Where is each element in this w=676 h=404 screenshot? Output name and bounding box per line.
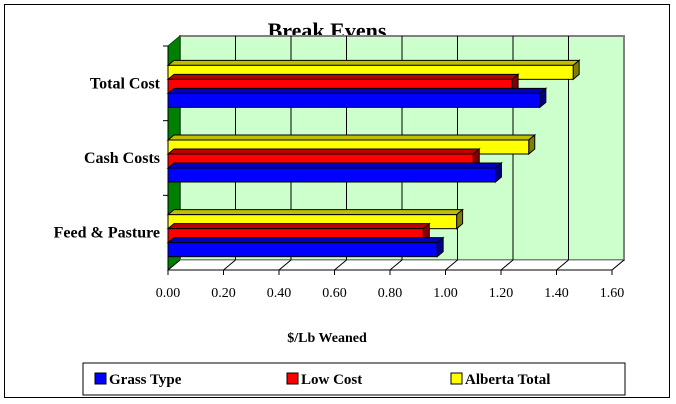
category-label: Cash Costs <box>84 150 160 167</box>
category-label: Feed & Pasture <box>54 225 160 242</box>
x-tick-label: 1.20 <box>489 286 514 301</box>
category-label: Total Cost <box>90 75 161 92</box>
x-tick-label: 0.60 <box>322 286 347 301</box>
floor-gridline <box>278 259 292 271</box>
legend-label: Low Cost <box>301 372 362 388</box>
floor-gridline <box>389 259 403 271</box>
bar <box>167 167 496 183</box>
bar-top-face <box>166 134 537 141</box>
x-tick-label: 1.40 <box>544 286 569 301</box>
x-axis-label: $/Lb Weaned <box>287 331 367 346</box>
bar <box>167 242 438 258</box>
bar-top-face <box>166 209 464 216</box>
bar-top-face <box>166 59 581 66</box>
floor-gridline <box>223 259 236 271</box>
bar-top-face <box>166 237 445 244</box>
floor-gridline <box>556 259 569 271</box>
x-tick-label: 0.00 <box>156 286 181 301</box>
bar-top-face <box>166 87 548 94</box>
legend-box <box>82 362 626 396</box>
x-tick-label: 1.60 <box>600 286 625 301</box>
plot-area: 0.00 0.20 0.40 0.60 0.80 1.00 1.20 1.40 1.60 Feed… <box>54 34 626 301</box>
x-tick-label: 0.40 <box>267 286 292 301</box>
legend: Grass Type Low Cost Alberta Total <box>82 362 626 396</box>
floor-gridline <box>334 259 347 271</box>
x-tick-label: 1.00 <box>433 286 458 301</box>
legend-swatch <box>450 372 463 385</box>
floor-gridline <box>611 259 625 271</box>
legend-label: Alberta Total <box>465 372 550 388</box>
bar <box>167 92 541 108</box>
x-tick-label: 0.20 <box>211 286 236 301</box>
bar-chart: Break Evens 0.00 0.20 0.40 0.60 0.80 1.00 1.20… <box>54 18 626 396</box>
chart-frame: Break Evens 0.00 0.20 0.40 0.60 0.80 1.00 1.20… <box>4 4 670 398</box>
floor-gridline <box>167 259 181 271</box>
legend-swatch <box>286 372 299 385</box>
bar-top-face <box>166 162 503 169</box>
floor-gridline <box>500 259 514 271</box>
bar-top-face <box>166 148 481 155</box>
legend-swatch <box>94 372 107 385</box>
x-tick-label: 0.80 <box>378 286 403 301</box>
legend-label: Grass Type <box>109 372 182 388</box>
bar-top-face <box>166 223 431 230</box>
bar-top-face <box>166 73 520 80</box>
floor-gridline <box>445 259 458 271</box>
